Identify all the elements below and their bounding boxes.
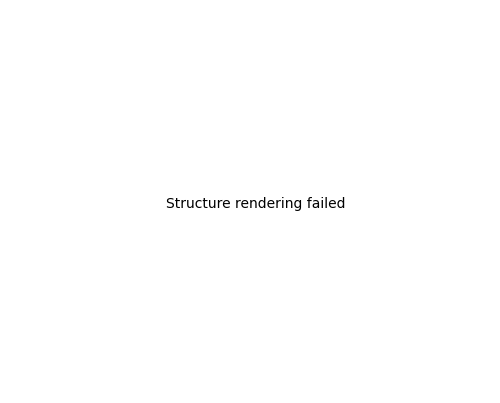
Text: Structure rendering failed: Structure rendering failed <box>166 197 346 210</box>
